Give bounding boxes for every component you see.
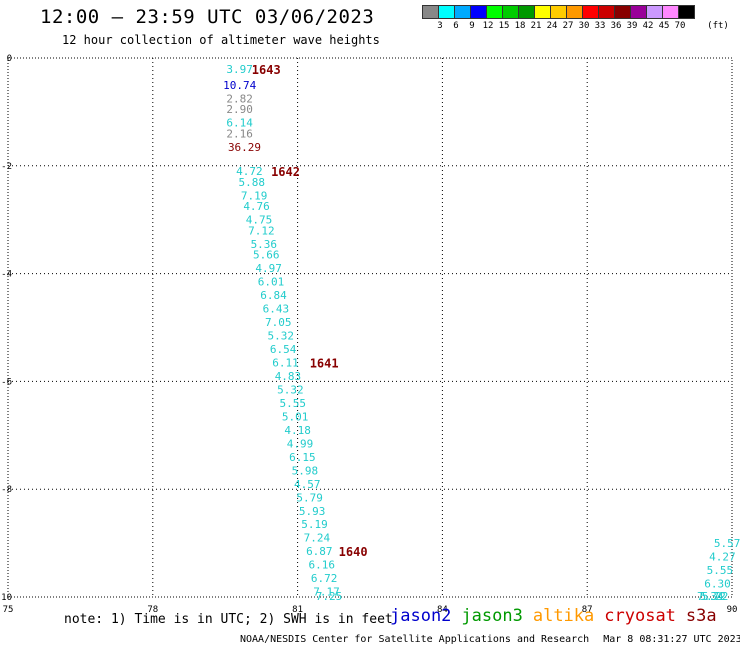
wave-height-label: 10.74 <box>223 79 256 92</box>
colorbar <box>422 5 695 19</box>
legend-item-jason3: jason3 <box>461 606 523 626</box>
wave-height-label: 4.75 <box>246 214 273 227</box>
plot-frame <box>7 57 733 598</box>
wave-height-label: 4.97 <box>255 262 282 275</box>
wave-height-label: 5.98 <box>292 464 319 477</box>
colorbar-tick-label: 12 <box>482 21 494 31</box>
colorbar-tick-label: 9 <box>469 21 475 31</box>
wave-height-label: 2.82 <box>226 92 253 105</box>
wave-height-label: 5.22 <box>702 590 729 603</box>
wave-height-label: 6.14 <box>226 117 253 130</box>
wave-height-label: 6.43 <box>263 303 290 316</box>
wave-height-label: 5.55 <box>280 397 307 410</box>
credit-text: NOAA/NESDIS Center for Satellite Applica… <box>240 634 590 645</box>
colorbar-tick-label: 39 <box>626 21 638 31</box>
wave-height-label: 5.32 <box>277 383 304 396</box>
colorbar-tick-label: 6 <box>453 21 459 31</box>
colorbar-tick-label: 30 <box>578 21 590 31</box>
wave-height-label: 6.01 <box>258 276 285 289</box>
wave-height-label: 5.55 <box>707 564 734 577</box>
wave-height-label: 6.15 <box>289 451 316 464</box>
wave-height-label: 2.90 <box>226 103 253 116</box>
wave-height-label: 6.72 <box>311 572 338 585</box>
wave-height-label: 6.16 <box>308 559 335 572</box>
colorbar-tick-label: 24 <box>546 21 558 31</box>
time-label: 1640 <box>339 545 368 559</box>
y-tick-label: -4 <box>1 270 12 280</box>
x-tick-label: 78 <box>147 605 158 615</box>
time-label: 1643 <box>252 63 281 77</box>
legend-item-s3a: s3a <box>685 606 717 626</box>
colorbar-tick-label: 27 <box>562 21 574 31</box>
x-tick-label: 75 <box>3 605 14 615</box>
wave-height-label: 4.57 <box>294 478 321 491</box>
x-tick-label: 90 <box>727 605 738 615</box>
legend-item-altika: altika <box>532 606 595 626</box>
wave-height-label: 7.25 <box>316 590 343 603</box>
colorbar-tick-label: 45 <box>658 21 670 31</box>
colorbar-tick-label: 3 <box>437 21 443 31</box>
y-tick-label: -6 <box>1 377 12 387</box>
credit-line: NOAA/NESDIS Center for Satellite Applica… <box>240 634 740 645</box>
time-label: 1641 <box>310 357 339 371</box>
wave-height-label: 4.76 <box>243 200 270 213</box>
wave-height-label: 36.29 <box>228 141 261 154</box>
wave-height-label: 7.05 <box>265 316 292 329</box>
wave-height-label: 6.87 <box>306 545 333 558</box>
colorbar-unit: (ft) <box>707 21 729 31</box>
wave-height-label: 7.17 <box>313 586 340 599</box>
colorbar-ticks: 3 6 9 12 15 18 21 24 27 30 33 36 39 42 45 70 (ft) <box>422 21 740 33</box>
wave-height-label: 5.36 <box>251 238 278 251</box>
legend-item-jason2: jason2 <box>390 606 452 626</box>
wave-height-label: 5.66 <box>253 249 280 262</box>
wave-height-label: 5.19 <box>301 518 328 531</box>
wave-height-label: 5.72 <box>699 590 726 603</box>
chart-subtitle: 12 hour collection of altimeter wave hei… <box>62 33 380 47</box>
satellite-legend: jason2 jason3 altika cryosat s3a <box>390 606 727 626</box>
wave-height-label: 7.19 <box>241 189 268 202</box>
wave-height-label: 4.72 <box>236 165 263 178</box>
wave-height-label: 4.18 <box>284 424 311 437</box>
wave-height-label: 2.16 <box>226 127 253 140</box>
timestamp: Mar 8 08:31:27 UTC 2023 <box>603 634 740 645</box>
wave-height-label: 5.93 <box>299 505 326 518</box>
wave-height-label: 5.88 <box>238 176 265 189</box>
wave-height-label: 4.99 <box>287 437 314 450</box>
wave-height-label: 6.84 <box>260 289 287 302</box>
colorbar-tick-label: 70 <box>674 21 686 31</box>
x-tick-label: 84 <box>437 605 448 615</box>
wave-height-label: 6.54 <box>270 343 297 356</box>
x-tick-label: 87 <box>582 605 593 615</box>
x-tick-label: 81 <box>292 605 303 615</box>
footnote: note: 1) Time is in UTC; 2) SWH is in fe… <box>64 612 393 627</box>
wave-height-label: 4.27 <box>709 551 736 564</box>
wave-height-label: 5.79 <box>296 491 323 504</box>
time-label: 1642 <box>271 165 300 179</box>
y-tick-label: -2 <box>1 162 12 172</box>
wave-height-label: 6.30 <box>704 578 731 591</box>
colorbar-tick-label: 36 <box>610 21 622 31</box>
colorbar-tick-label: 33 <box>594 21 606 31</box>
colorbar-tick-label: 21 <box>530 21 542 31</box>
wave-height-label: 7.24 <box>304 532 331 545</box>
y-tick-label: -10 <box>0 593 12 603</box>
colorbar-swatch <box>678 5 695 19</box>
wave-height-label: 5.32 <box>267 330 294 343</box>
wave-height-label: 3.97 <box>226 63 253 76</box>
y-tick-label: -8 <box>1 485 12 495</box>
colorbar-tick-label: 15 <box>498 21 510 31</box>
wave-height-label: 6.11 <box>272 357 299 370</box>
wave-height-label: 5.57 <box>714 537 740 550</box>
y-tick-label: 0 <box>7 54 12 64</box>
colorbar-tick-label: 42 <box>642 21 654 31</box>
wave-height-label: 5.01 <box>282 410 309 423</box>
wave-height-label: 7.12 <box>248 224 275 237</box>
legend-item-cryosat: cryosat <box>604 606 676 626</box>
chart-title: 12:00 – 23:59 UTC 03/06/2023 <box>40 6 375 28</box>
wave-height-label: 7.34 <box>697 590 724 603</box>
colorbar-tick-label: 18 <box>514 21 526 31</box>
wave-height-label: 4.83 <box>275 370 302 383</box>
